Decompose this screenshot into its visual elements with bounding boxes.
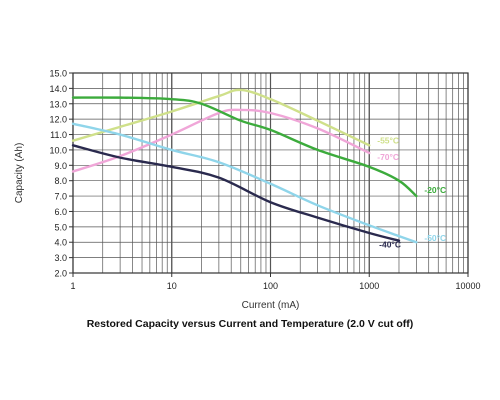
y-tick-label: 4.0 [54, 238, 67, 248]
series-line-3 [71, 96, 418, 198]
y-tick-label: 15.0 [49, 69, 67, 79]
x-tick-label: 100 [263, 281, 278, 291]
series-line-1 [71, 88, 371, 147]
series-line-5 [71, 144, 401, 242]
y-tick-label: 8.0 [54, 176, 67, 186]
y-tick-label: 11.0 [50, 130, 67, 140]
x-tick-label: 10000 [455, 281, 480, 291]
y-tick-label: 2.0 [54, 269, 67, 279]
y-axis-label: Capacity (Ah) [14, 143, 25, 204]
y-tick-label: 9.0 [54, 161, 67, 171]
series-label-1: -55°C [377, 135, 399, 145]
y-tick-label: 6.0 [54, 207, 67, 217]
y-tick-label: 3.0 [54, 253, 67, 263]
x-tick-label: 10 [167, 281, 177, 291]
series-line-2 [71, 108, 371, 173]
x-tick-label: 1 [70, 281, 75, 291]
series-label-3: -20°C [424, 185, 446, 195]
series-label-2: -70°C [377, 152, 399, 162]
plot-frame [72, 72, 469, 274]
y-tick-label: 7.0 [54, 192, 67, 202]
y-tick-label: 14.0 [49, 84, 67, 94]
y-tick-label: 5.0 [54, 222, 67, 232]
y-tick-label: 13.0 [49, 99, 67, 109]
y-tick-label: 12.0 [49, 115, 67, 125]
series-label-4: -50°C [424, 233, 446, 243]
chart-title: Restored Capacity versus Current and Tem… [86, 318, 414, 330]
x-axis-label: Current (mA) [242, 300, 300, 311]
x-tick-label: 1000 [359, 281, 379, 291]
y-tick-label: 10.0 [49, 145, 67, 155]
series-label-5: -40°C [379, 240, 401, 250]
series-line-4 [71, 122, 418, 244]
